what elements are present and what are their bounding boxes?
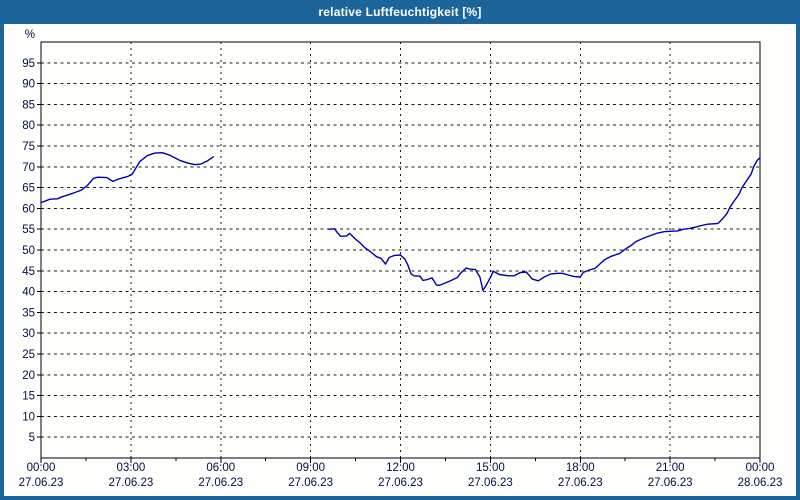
x-tick-date-label: 27.06.23 <box>198 477 243 489</box>
x-tick-date-label: 27.06.23 <box>19 477 64 489</box>
y-tick-label: 75 <box>22 141 35 153</box>
humidity-series <box>327 156 761 292</box>
humidity-line-chart: 95 90 85 80 75 70 65 60 55 50 45 40 35 30 25 20 15 10 5% 00… <box>19 29 783 489</box>
humidity-series <box>40 151 215 204</box>
y-tick-label: 65 <box>22 183 35 195</box>
y-tick-label: 5 <box>29 432 35 444</box>
x-tick-time-label: 15:00 <box>476 462 505 474</box>
y-tick-label: 85 <box>22 99 35 111</box>
y-tick-label: 50 <box>22 245 35 257</box>
x-tick-date-label: 27.06.23 <box>558 477 603 489</box>
y-tick-label: 95 <box>22 58 35 70</box>
y-tick-label: 55 <box>22 224 35 236</box>
x-tick-time-label: 09:00 <box>296 462 325 474</box>
y-tick-label: 80 <box>22 120 35 132</box>
x-tick-time-label: 21:00 <box>656 462 685 474</box>
x-tick-date-label: 27.06.23 <box>468 477 513 489</box>
x-tick-date-label: 27.06.23 <box>378 477 423 489</box>
x-tick-time-label: 18:00 <box>566 462 595 474</box>
x-tick-date-label: 28.06.23 <box>738 477 783 489</box>
x-tick-date-label: 27.06.23 <box>288 477 333 489</box>
window-title: relative Luftfeuchtigkeit [%] <box>318 5 482 19</box>
x-tick-time-label: 00:00 <box>746 462 775 474</box>
x-tick-date-label: 27.06.23 <box>108 477 153 489</box>
x-tick-date-label: 27.06.23 <box>648 477 693 489</box>
x-tick-time-label: 03:00 <box>116 462 145 474</box>
y-tick-label: 20 <box>22 370 35 382</box>
y-axis-unit-label: % <box>25 29 35 41</box>
y-tick-label: 90 <box>22 79 35 91</box>
x-tick-time-label: 12:00 <box>386 462 415 474</box>
x-tick-time-label: 00:00 <box>27 462 56 474</box>
y-tick-label: 25 <box>22 349 35 361</box>
y-tick-label: 70 <box>22 162 35 174</box>
y-tick-label: 40 <box>22 287 35 299</box>
x-tick-time-label: 06:00 <box>206 462 235 474</box>
chart-area: 95 90 85 80 75 70 65 60 55 50 45 40 35 30 25 20 15 10 5% 00… <box>4 24 796 496</box>
y-tick-label: 15 <box>22 391 35 403</box>
y-tick-label: 60 <box>22 203 35 215</box>
title-bar: relative Luftfeuchtigkeit [%] <box>4 0 796 24</box>
y-tick-label: 30 <box>22 328 35 340</box>
y-tick-label: 45 <box>22 266 35 278</box>
y-tick-label: 35 <box>22 307 35 319</box>
axis-frame <box>40 41 761 459</box>
y-tick-label: 10 <box>22 411 35 423</box>
